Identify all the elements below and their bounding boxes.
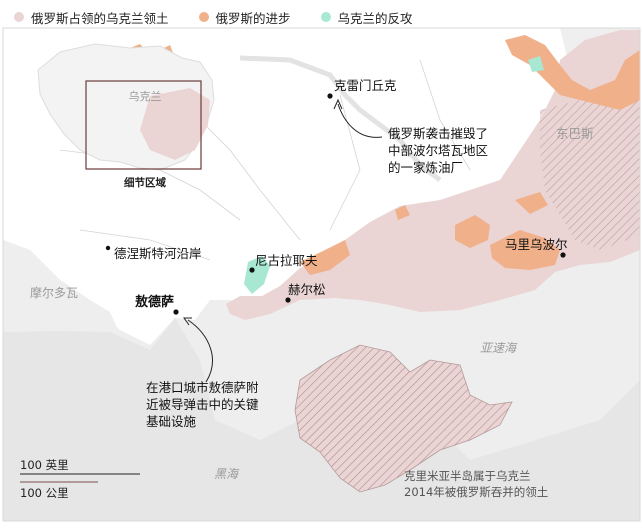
odesa-strike-line-1: 在港口城市敖德萨附: [146, 380, 259, 395]
label-kherson: 赫尔松: [288, 282, 326, 297]
annotation-crimea: 克里米亚半岛属于乌克兰 2014年被俄罗斯吞并的领土: [404, 469, 548, 499]
inset-map: 乌克兰 细节区域: [37, 43, 215, 189]
scale-bars: [20, 473, 140, 483]
map-border: [2, 27, 641, 522]
inset-occupied: [140, 88, 210, 160]
refinery-line-2: 中部波尔塔瓦地区: [388, 143, 488, 158]
label-dniester: 德涅斯特河沿岸: [114, 246, 202, 261]
inset-country-label: 乌克兰: [129, 89, 162, 103]
crimea: [294, 344, 513, 493]
legend-advance-swatch: [198, 12, 209, 22]
odesa-strike-line-2: 近被导弹击中的关键: [146, 397, 259, 412]
label-moldova: 摩尔多瓦: [30, 285, 78, 300]
scale-label-miles: 100 英里: [20, 458, 69, 472]
marker-nikolaev: [249, 267, 255, 273]
annotation-odesa-strike: 在港口城市敖德萨附 近被导弹击中的关键 基础设施: [146, 317, 259, 429]
donbas-hatch: [540, 80, 640, 250]
moldova-area: [3, 240, 118, 332]
legend-occupied-swatch: [14, 12, 24, 22]
annotation-refinery: 俄罗斯袭击摧毁了 中部波尔塔瓦地区 的一家炼油厂: [333, 98, 488, 175]
legend-occupied-label: 俄罗斯占领的乌克兰领土: [31, 10, 169, 26]
inset-caption: 细节区域: [124, 176, 166, 189]
inset-detail-box: [85, 80, 202, 170]
legend-counter: 乌克兰的反攻: [320, 8, 413, 27]
legend-advance-label: 俄罗斯的进步: [215, 10, 291, 26]
crimea-line-1: 克里米亚半岛属于乌克兰: [404, 469, 531, 483]
refinery-line-3: 的一家炼油厂: [388, 160, 463, 175]
label-mariupol: 马里乌波尔: [505, 237, 568, 252]
legend-counter-swatch: [320, 12, 331, 22]
label-kremenchuk: 克雷门丘克: [334, 78, 397, 93]
marker-mariupol: [560, 252, 566, 258]
marker-dniester: [105, 245, 111, 251]
label-black-sea: 黑海: [214, 467, 240, 481]
legend: 俄罗斯占领的乌克兰领土 俄罗斯的进步 乌克兰的反攻: [14, 6, 443, 28]
marker-kherson: [285, 297, 291, 303]
legend-advance: 俄罗斯的进步: [198, 8, 291, 27]
dnipro-river: [239, 55, 442, 182]
marker-odesa: [173, 309, 179, 315]
label-donbas: 东巴斯: [556, 126, 594, 141]
label-nikolaev: 尼古拉耶夫: [255, 253, 318, 268]
odesa-strike-line-3: 基础设施: [146, 414, 197, 429]
scale-label-km: 100 公里: [20, 486, 69, 500]
label-azov-sea: 亚速海: [480, 341, 518, 355]
refinery-line-1: 俄罗斯袭击摧毁了: [388, 126, 488, 141]
city-markers: [105, 93, 566, 315]
legend-counter-label: 乌克兰的反攻: [337, 10, 413, 26]
legend-occupied: 俄罗斯占领的乌克兰领土: [14, 8, 169, 27]
marker-kremenchuk: [327, 93, 333, 99]
crimea-line-2: 2014年被俄罗斯吞并的领土: [404, 485, 548, 499]
label-odesa: 敖德萨: [135, 294, 174, 310]
